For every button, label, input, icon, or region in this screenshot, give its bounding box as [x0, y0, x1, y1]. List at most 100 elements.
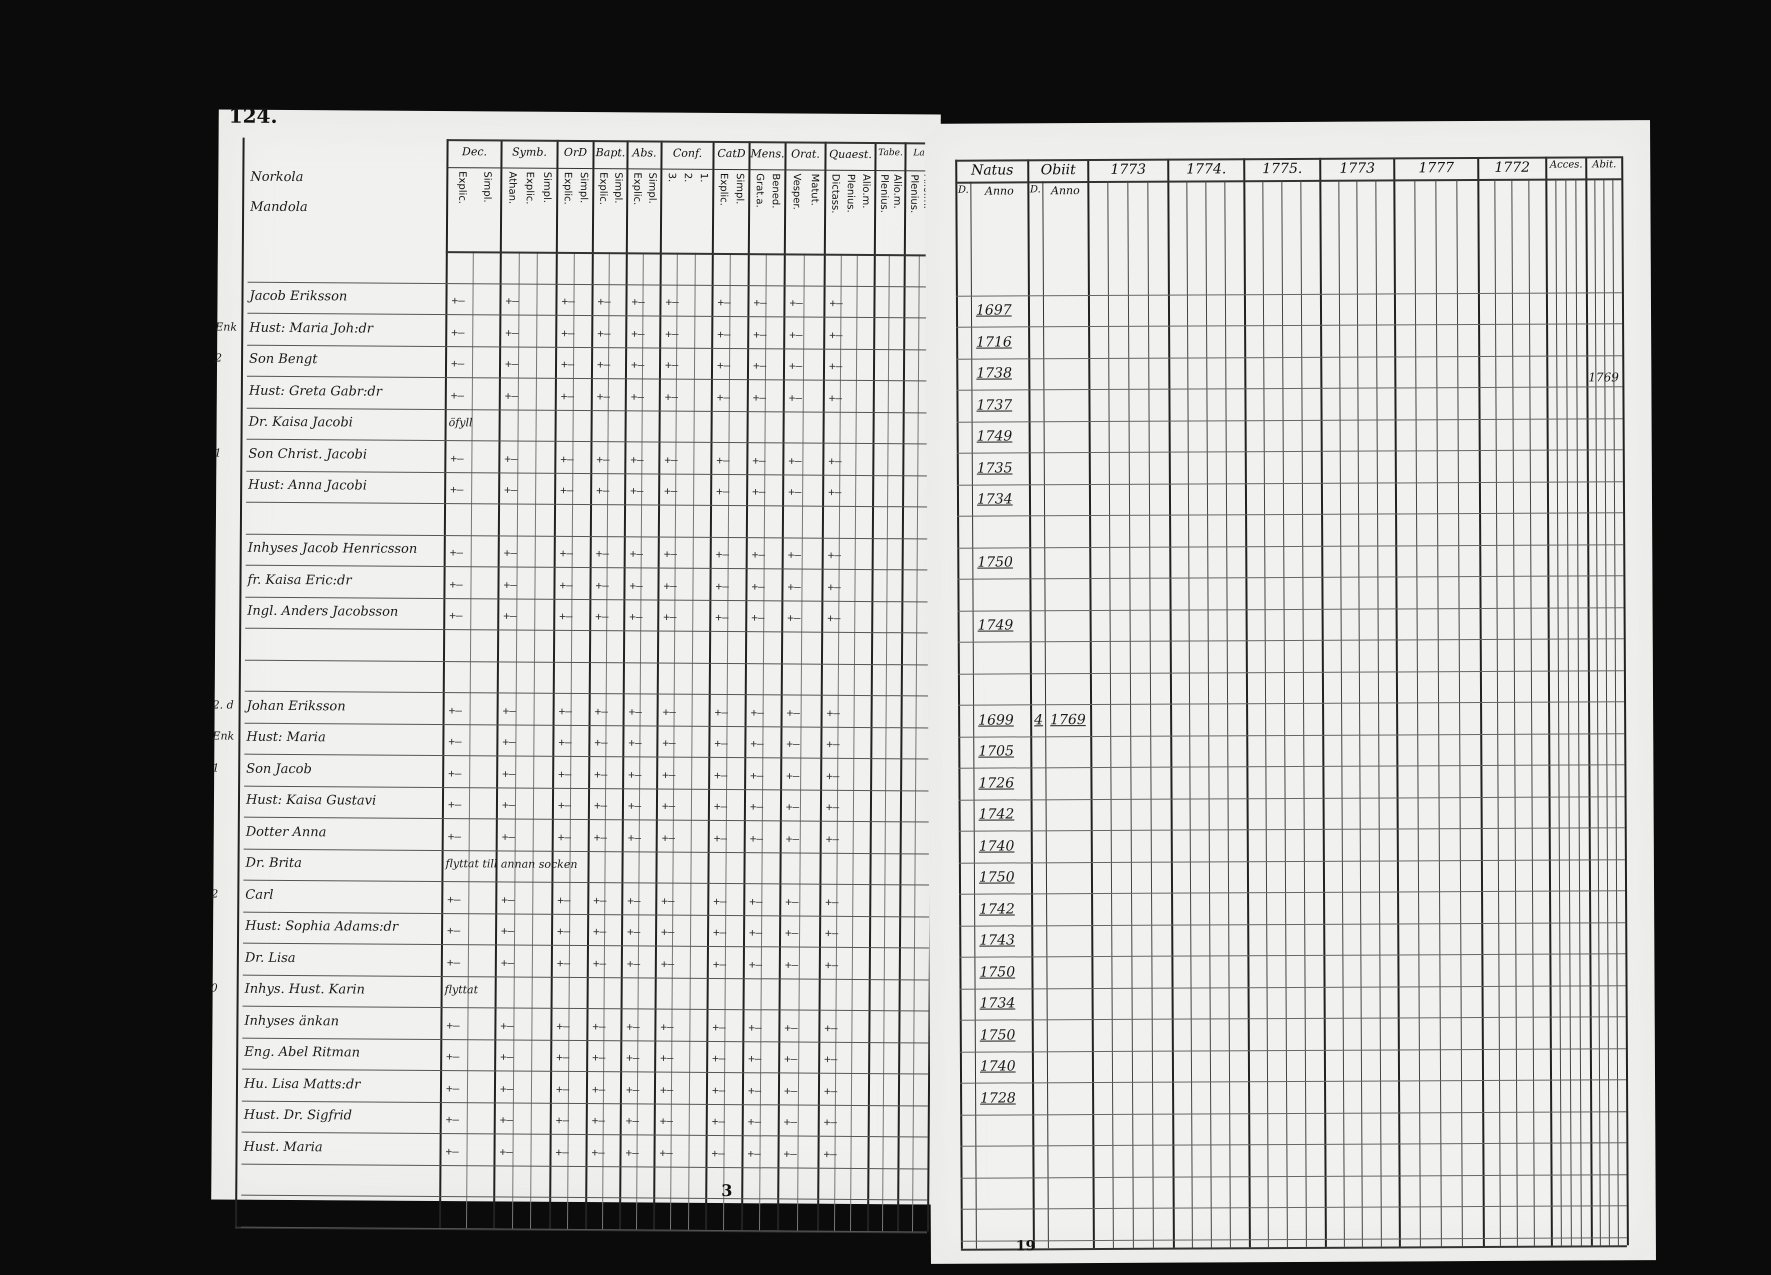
examination-mark: +—: [627, 925, 641, 939]
examination-mark: +—: [501, 798, 516, 812]
column-subheader: 2.: [681, 172, 693, 183]
row-line: [956, 354, 1623, 360]
birth-year: 1750: [977, 554, 1014, 571]
header-divider: [955, 178, 1622, 184]
examination-mark: +—: [828, 359, 843, 373]
examination-mark: +—: [716, 453, 730, 467]
examination-mark: +—: [626, 1051, 640, 1065]
birth-year: 1749: [977, 617, 1014, 634]
row-line: [960, 1079, 1627, 1084]
column-subheader: Bened.: [769, 173, 781, 209]
column-subheader: Simpl.: [733, 173, 745, 205]
table-bottom-border: [960, 1244, 1627, 1251]
birth-year: 1742: [978, 806, 1015, 823]
examination-mark: +—: [631, 326, 645, 340]
column-subheader: Simpl.: [646, 172, 658, 204]
examination-mark: +—: [717, 327, 731, 341]
examination-mark: +—: [711, 1146, 725, 1160]
examination-mark: +—: [450, 357, 465, 371]
examination-mark: +—: [502, 703, 516, 718]
person-name: Hust: Maria: [246, 729, 326, 746]
examination-mark: +—: [558, 735, 572, 749]
examination-mark: +—: [592, 1019, 606, 1033]
margin-note: Enk: [215, 319, 238, 334]
examination-mark: +—: [556, 956, 571, 970]
examination-mark: +—: [557, 830, 572, 844]
subcolumn-divider: [1456, 179, 1463, 1246]
examination-mark: +—: [591, 1082, 606, 1096]
header-label-divider: [446, 167, 935, 172]
person-name: Hust: Maria Joh:dr: [249, 320, 374, 337]
person-name: Hust: Greta Gabr:dr: [248, 383, 383, 400]
examination-mark: +—: [784, 957, 799, 972]
examination-mark: +—: [625, 1114, 640, 1128]
row-line: [956, 323, 1623, 328]
examination-mark: +—: [561, 294, 575, 308]
column-subheader: 1.: [697, 172, 709, 183]
examination-mark: +—: [628, 767, 642, 781]
column-divider: [741, 141, 751, 1230]
right-page: Natus D. Anno Obiit D. Anno 1773 1774. 1775. 1773…: [925, 120, 1656, 1264]
examination-mark: +—: [505, 294, 519, 308]
right-register-table: Natus D. Anno Obiit D. Anno 1773 1774. 1775. 1773…: [925, 120, 1650, 1251]
birth-year: 1734: [976, 491, 1013, 508]
table-top-border: [446, 139, 935, 144]
subcolumn-divider: [1127, 180, 1134, 1248]
birth-year: 1716: [976, 333, 1012, 351]
examination-mark: +—: [752, 390, 767, 404]
examination-mark: +—: [447, 798, 462, 812]
column-subheader: Plenius.: [844, 173, 856, 213]
examination-mark: +—: [558, 704, 572, 718]
row-line: [957, 575, 1624, 580]
margin-note: 2: [211, 886, 219, 901]
examination-mark: +—: [750, 737, 764, 751]
margin-note: 2. d: [212, 697, 234, 712]
examination-mark: +—: [659, 1114, 674, 1128]
person-name: Hust. Dr. Sigfrid: [243, 1107, 353, 1124]
column-subheader: Plenius.: [908, 174, 920, 214]
subcolumn-divider: [1147, 180, 1154, 1248]
examination-mark: +—: [824, 958, 839, 972]
birth-year: 1749: [976, 428, 1013, 445]
examination-mark: +—: [715, 579, 729, 593]
examination-mark: +—: [596, 358, 611, 372]
column-header: Tabe.: [878, 148, 903, 159]
examination-mark: +—: [501, 892, 515, 907]
subcolumn-divider: [1186, 180, 1193, 1248]
examination-mark: +—: [559, 609, 573, 623]
examination-mark: +—: [714, 705, 728, 719]
column-header: Natus: [971, 162, 1014, 179]
row-line: [960, 1205, 1627, 1210]
person-name: Son Bengt: [249, 351, 318, 368]
subcolumn-divider: [882, 254, 890, 1231]
column-subheader: Explic.: [597, 172, 609, 206]
row-line: [958, 858, 1625, 864]
person-name: Hust: Sophia Adams:dr: [245, 918, 399, 935]
row-line: [955, 291, 1622, 297]
person-name: Hust: Anna Jacobi: [248, 477, 367, 494]
column-divider: [549, 139, 559, 1229]
examination-mark: +—: [824, 1052, 838, 1066]
examination-mark: +—: [596, 484, 610, 498]
column-divider: [817, 141, 827, 1231]
examination-mark: +—: [788, 485, 802, 499]
examination-mark: +—: [660, 957, 675, 971]
row-line: [960, 1110, 1627, 1116]
examination-mark: +—: [829, 296, 843, 310]
examination-mark: +—: [448, 735, 462, 749]
column-subheader: Explic.: [717, 172, 729, 206]
birth-year: 1738: [976, 365, 1013, 382]
row-line: [959, 921, 1626, 927]
subcolumn-divider: [912, 254, 920, 1231]
examination-mark: +—: [502, 735, 516, 749]
examination-mark: +—: [593, 830, 608, 844]
row-line: [958, 827, 1625, 832]
examination-mark: +—: [664, 390, 679, 404]
examination-mark: +—: [711, 1114, 726, 1129]
birth-year: 1743: [979, 932, 1015, 949]
left-page: 124. Dec. Explic. Simpl. Symb. Athan. Explic.…: [211, 104, 941, 1233]
column-divider: [867, 142, 877, 1231]
column-header: Abit.: [1592, 159, 1617, 171]
examination-mark: +—: [713, 894, 727, 908]
examination-mark: +—: [748, 1052, 762, 1066]
